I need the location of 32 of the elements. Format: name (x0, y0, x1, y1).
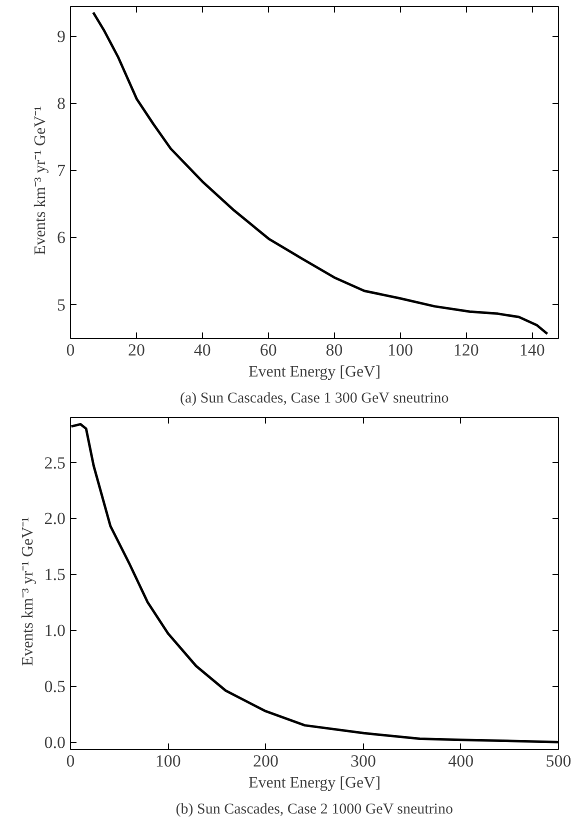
x-tick-label: 300 (350, 752, 376, 770)
y-tick-label: 8 (57, 94, 66, 114)
x-tick-label: 400 (448, 752, 474, 770)
x-tick-label: 40 (194, 340, 211, 360)
x-tick-label: 60 (260, 340, 277, 360)
x-tick-label: 0 (66, 752, 75, 770)
y-tick-label: 2.0 (44, 509, 66, 528)
y-tick-label: 1.0 (44, 621, 66, 640)
x-tick-label: 200 (252, 752, 278, 770)
x-axis-title: Event Energy [GeV] (248, 774, 381, 792)
y-tick-label: 0.5 (44, 677, 66, 696)
x-tick-label: 80 (326, 340, 343, 360)
y-tick-label: 9 (57, 27, 66, 46)
y-axis-title: Events km⁻³ yr⁻¹ GeV⁻¹ (32, 106, 49, 255)
x-tick-label: 500 (546, 752, 572, 770)
x-tick-label: 100 (155, 752, 181, 770)
x-tick-label: 0 (66, 340, 75, 360)
text: (a) Sun Cascades, Case 1 300 GeV sneutrino (180, 390, 449, 406)
line-series (92, 11, 549, 336)
x-tick-label: 120 (453, 340, 479, 360)
x-tick-label: 100 (387, 340, 413, 360)
y-tick-label: 7 (57, 161, 66, 180)
y-tick-label: 0.0 (44, 733, 66, 752)
x-tick-label: 20 (128, 340, 145, 360)
y-tick-label: 6 (57, 228, 66, 248)
text: (b) Sun Cascades, Case 2 1000 GeV sneutrino (176, 802, 453, 818)
x-tick-label: 140 (519, 340, 545, 360)
y-tick-label: 2.5 (44, 453, 66, 472)
y-tick-label: 1.5 (44, 565, 66, 584)
y-axis-title: Events km⁻³ yr⁻¹ GeV⁻¹ (19, 516, 36, 666)
y-tick-label: 5 (57, 295, 66, 314)
x-axis-title: Event Energy [GeV] (248, 364, 381, 380)
